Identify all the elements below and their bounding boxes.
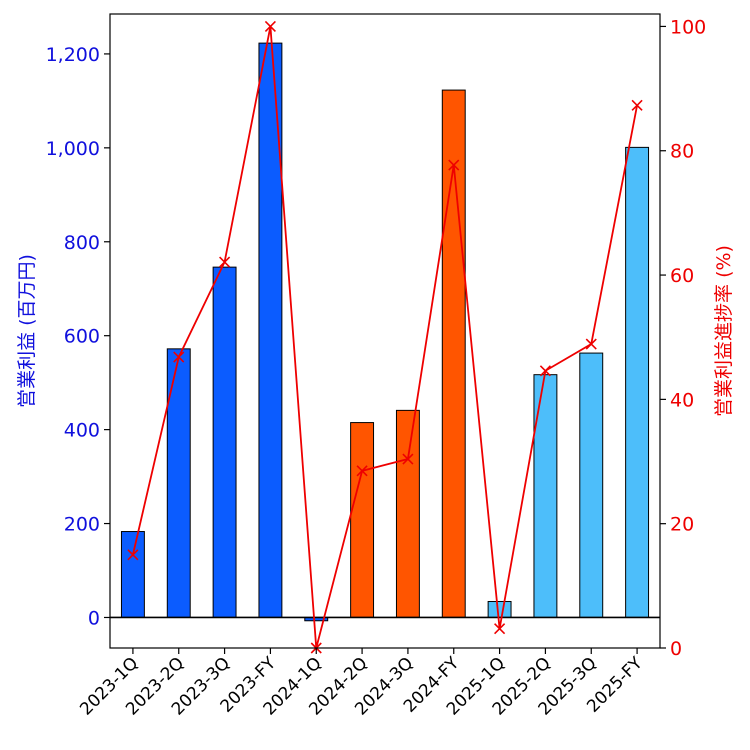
progress-marker-2025-3Q [585, 338, 597, 350]
bar-2025-3Q [579, 352, 604, 618]
progress-marker-2024-2Q [356, 465, 368, 477]
marker-stroke [127, 549, 139, 561]
bar-2024-3Q [395, 409, 420, 618]
marker-stroke [173, 351, 185, 363]
left-tick-label: 1,200 [46, 44, 100, 66]
bar-2023-1Q [120, 531, 145, 618]
progress-marker-2024-FY [448, 159, 460, 171]
left-tick-label: 400 [64, 420, 100, 442]
bar-2025-FY [625, 146, 650, 618]
marker-stroke [631, 99, 643, 111]
progress-marker-2024-3Q [402, 453, 414, 465]
progress-marker-2023-1Q [127, 549, 139, 561]
left-axis: 0 200 400 600 800 1,000 1,200 [46, 44, 110, 629]
right-tick-label: 20 [670, 514, 694, 536]
bar-2025-1Q [487, 601, 512, 618]
right-axis: 0 20 40 60 80 100 [660, 16, 706, 660]
progress-marker-2023-2Q [173, 351, 185, 363]
bar-group [120, 42, 650, 622]
progress-marker-2025-2Q [539, 365, 551, 377]
marker-stroke [219, 256, 231, 268]
progress-marker-2025-FY [631, 99, 643, 111]
marker-stroke [585, 338, 597, 350]
marker-stroke [494, 623, 506, 635]
left-tick-label: 600 [64, 326, 100, 348]
progress-marker-2023-FY [264, 20, 276, 32]
marker-stroke [356, 465, 368, 477]
left-tick-label: 1,000 [46, 138, 100, 160]
right-tick-label: 100 [670, 16, 706, 38]
marker-stroke [264, 20, 276, 32]
right-tick-label: 0 [670, 638, 682, 660]
marker-stroke [448, 159, 460, 171]
y-axis-label-left: 営業利益 (百万円) [16, 254, 38, 408]
marker-stroke [402, 453, 414, 465]
right-tick-label: 60 [670, 265, 694, 287]
left-tick-label: 200 [64, 514, 100, 536]
left-tick-label: 0 [88, 607, 100, 629]
y-axis-label-right: 営業利益進捗率 (%) [713, 245, 735, 417]
x-axis: 2023-1Q2023-2Q2023-3Q2023-FY2024-1Q2024-… [76, 648, 647, 720]
line-series [127, 20, 643, 654]
plot-frame [109, 13, 661, 649]
right-tick-label: 80 [670, 141, 694, 163]
progress-line [132, 26, 638, 649]
bar-2023-3Q [212, 266, 237, 618]
progress-marker-2023-3Q [219, 256, 231, 268]
marker-stroke [539, 365, 551, 377]
progress-marker-2025-1Q [494, 623, 506, 635]
left-tick-label: 800 [64, 232, 100, 254]
bar-2024-2Q [350, 422, 375, 618]
right-tick-label: 40 [670, 389, 694, 411]
